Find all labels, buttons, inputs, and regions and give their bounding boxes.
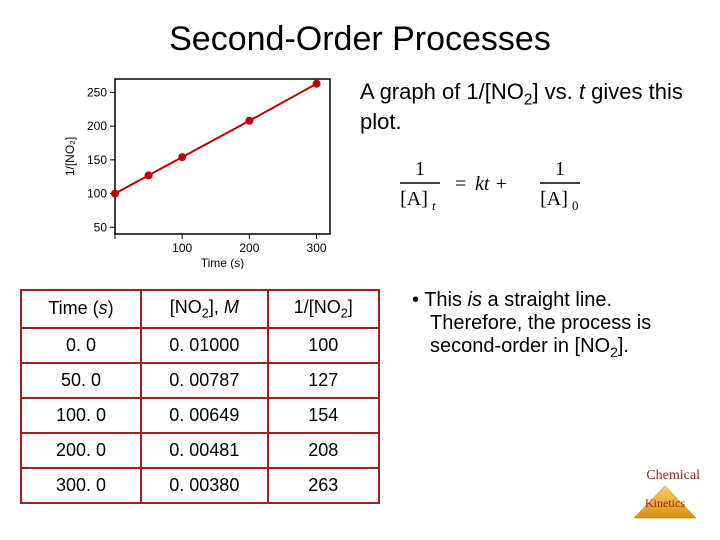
svg-text:=: = bbox=[455, 173, 466, 195]
equation-svg: 1 [A] t = kt + 1 [A] 0 bbox=[400, 155, 660, 215]
table-row: 200. 00. 00481208 bbox=[21, 433, 379, 468]
rate-equation: 1 [A] t = kt + 1 [A] 0 bbox=[360, 155, 690, 221]
subtitle-mid: ] vs. bbox=[532, 79, 578, 104]
table-cell: 263 bbox=[268, 468, 379, 503]
col-header-conc: [NO2], M bbox=[141, 290, 268, 328]
lower-section: Time (s) [NO2], M 1/[NO2] 0. 00. 0100010… bbox=[0, 279, 720, 504]
table-row: 100. 00. 00649154 bbox=[21, 398, 379, 433]
svg-text:kt +: kt + bbox=[475, 173, 508, 195]
svg-text:200: 200 bbox=[87, 119, 107, 133]
data-table: Time (s) [NO2], M 1/[NO2] 0. 00. 0100010… bbox=[20, 289, 380, 504]
svg-text:1/[NO₂]: 1/[NO₂] bbox=[63, 137, 77, 176]
footer-bottom-text: Kinetics bbox=[645, 496, 685, 510]
table-cell: 200. 0 bbox=[21, 433, 141, 468]
table-cell: 100 bbox=[268, 328, 379, 363]
table-cell: 0. 00787 bbox=[141, 363, 268, 398]
svg-text:1: 1 bbox=[555, 158, 565, 180]
svg-text:50: 50 bbox=[94, 220, 108, 234]
table-cell: 0. 0 bbox=[21, 328, 141, 363]
subtitle-text: A graph of 1/[NO2] vs. t gives this plot… bbox=[360, 79, 690, 135]
table-cell: 0. 00380 bbox=[141, 468, 268, 503]
table-cell: 300. 0 bbox=[21, 468, 141, 503]
table-cell: 208 bbox=[268, 433, 379, 468]
svg-text:100: 100 bbox=[87, 187, 107, 201]
svg-text:[A]: [A] bbox=[400, 188, 428, 210]
table-cell: 154 bbox=[268, 398, 379, 433]
table-cell: 50. 0 bbox=[21, 363, 141, 398]
table-cell: 100. 0 bbox=[21, 398, 141, 433]
svg-text:0: 0 bbox=[572, 198, 579, 213]
table-row: 0. 00. 01000100 bbox=[21, 328, 379, 363]
subtitle-pre: A graph of 1/[NO bbox=[360, 79, 524, 104]
page-title: Second-Order Processes bbox=[0, 0, 720, 69]
svg-text:300: 300 bbox=[307, 241, 327, 255]
footer-top-text: Chemical bbox=[630, 468, 700, 484]
table-row: 300. 00. 00380263 bbox=[21, 468, 379, 503]
table-cell: 0. 00481 bbox=[141, 433, 268, 468]
svg-text:1: 1 bbox=[415, 158, 425, 180]
svg-text:100: 100 bbox=[172, 241, 192, 255]
svg-text:150: 150 bbox=[87, 153, 107, 167]
svg-text:200: 200 bbox=[239, 241, 259, 255]
upper-section: 50 100 150 200 250 100 200 300 Time (s) 1/[NO₂] A… bbox=[0, 69, 720, 279]
table-header-row: Time (s) [NO2], M 1/[NO2] bbox=[21, 290, 379, 328]
footer-triangle-badge: Kinetics bbox=[630, 484, 700, 520]
footer-branding: Chemical Kinetics bbox=[630, 468, 700, 520]
chart-svg: 50 100 150 200 250 100 200 300 Time (s) 1/[NO₂] bbox=[60, 69, 340, 269]
col-header-inv: 1/[NO2] bbox=[268, 290, 379, 328]
bullet-text: This is a straight line. Therefore, the … bbox=[430, 289, 690, 360]
table-cell: 0. 00649 bbox=[141, 398, 268, 433]
table-cell: 127 bbox=[268, 363, 379, 398]
table-cell: 0. 01000 bbox=[141, 328, 268, 363]
svg-text:t: t bbox=[432, 198, 436, 213]
svg-text:Time (s): Time (s) bbox=[201, 256, 245, 269]
inverse-concentration-chart: 50 100 150 200 250 100 200 300 Time (s) 1/[NO₂] bbox=[60, 69, 340, 269]
col-header-time: Time (s) bbox=[21, 290, 141, 328]
subtitle-and-equation: A graph of 1/[NO2] vs. t gives this plot… bbox=[360, 69, 690, 269]
svg-text:[A]: [A] bbox=[540, 188, 568, 210]
table-row: 50. 00. 00787127 bbox=[21, 363, 379, 398]
svg-text:250: 250 bbox=[87, 85, 107, 99]
